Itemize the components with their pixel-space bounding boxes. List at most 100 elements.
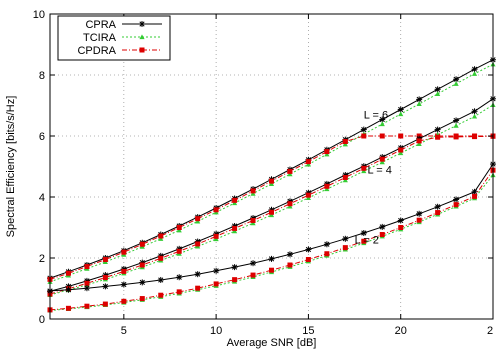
data-point-square	[435, 134, 441, 140]
data-point-square	[305, 257, 311, 263]
data-point-star	[194, 271, 201, 278]
data-point-square	[65, 305, 71, 311]
star-stroke	[471, 189, 478, 195]
data-point-square	[305, 159, 311, 165]
legend-box	[57, 15, 171, 61]
data-point-square	[416, 138, 422, 144]
star-stroke	[102, 283, 108, 289]
data-point-square	[416, 217, 422, 223]
data-point-square	[139, 241, 145, 247]
data-point-square	[232, 277, 238, 283]
y-tick-label: 4	[39, 192, 45, 204]
data-point-square	[250, 272, 256, 278]
data-point-triangle	[139, 34, 145, 40]
star-stroke	[121, 281, 127, 288]
data-point-square	[213, 281, 219, 287]
series-cpdra-l-4	[47, 133, 496, 297]
data-point-square	[158, 255, 164, 261]
star-stroke	[379, 224, 385, 230]
data-point-star	[453, 117, 460, 124]
data-point-square	[158, 233, 164, 239]
data-point-square	[195, 216, 201, 222]
data-point-star	[83, 285, 90, 292]
data-point-square	[398, 147, 404, 153]
data-point-square	[342, 245, 348, 251]
data-point-square	[379, 232, 385, 238]
data-point-square	[195, 285, 201, 291]
data-point-star	[139, 21, 145, 27]
star-stroke	[139, 279, 145, 286]
data-point-square	[84, 264, 90, 270]
data-point-square	[361, 165, 367, 171]
x-tick-label: 2	[487, 325, 493, 337]
data-point-square	[139, 296, 145, 302]
data-point-triangle	[416, 101, 422, 107]
data-point-square	[269, 178, 274, 184]
y-tick-label: 6	[39, 131, 45, 143]
annotation-label: L = 6	[364, 110, 388, 122]
data-point-star	[434, 203, 441, 210]
data-point-triangle	[453, 81, 459, 86]
star-stroke	[453, 76, 459, 82]
star-stroke	[305, 246, 312, 253]
star-stroke	[250, 260, 256, 266]
data-point-star	[65, 286, 72, 293]
data-point-square	[287, 262, 293, 268]
axes	[49, 13, 494, 320]
data-point-triangle	[471, 71, 478, 76]
data-point-triangle	[379, 121, 385, 127]
series-layer	[47, 56, 496, 313]
y-tick-label: 2	[39, 253, 45, 265]
data-point-triangle	[416, 141, 422, 147]
x-tick-label: 5	[121, 325, 127, 337]
data-point-square	[195, 241, 201, 247]
data-point-star	[231, 264, 238, 271]
data-point-square	[324, 183, 330, 189]
star-stroke	[453, 196, 459, 203]
data-point-square	[139, 262, 145, 268]
star-stroke	[324, 241, 330, 247]
data-point-triangle	[471, 113, 478, 119]
x-tick-label: 10	[210, 325, 222, 337]
legend-label: CPRA	[85, 19, 116, 31]
data-point-star	[416, 210, 423, 217]
star-stroke	[435, 86, 441, 92]
data-point-square	[324, 251, 330, 257]
star-stroke	[231, 264, 238, 270]
data-point-square	[250, 217, 256, 223]
data-point-square	[287, 168, 293, 174]
y-axis-title: Spectral Efficiency [bits/s/Hz]	[5, 96, 17, 238]
data-point-square	[176, 225, 182, 230]
data-point-star	[379, 223, 386, 230]
data-point-square	[342, 138, 348, 144]
data-point-square	[342, 174, 348, 180]
star-stroke	[361, 126, 367, 133]
x-axis-title: Average SNR [dB]	[227, 337, 317, 349]
star-stroke	[416, 96, 422, 103]
legend-label: CPDRA	[77, 45, 116, 57]
data-point-star	[268, 255, 275, 262]
data-point-star	[286, 251, 293, 258]
data-point-star	[397, 217, 404, 224]
data-point-square	[398, 225, 404, 230]
star-stroke	[268, 256, 275, 262]
star-stroke	[287, 251, 293, 257]
annotation-label: L = 4	[367, 165, 391, 177]
data-point-triangle	[379, 159, 385, 165]
data-point-square	[102, 257, 108, 263]
star-stroke	[416, 211, 422, 217]
data-point-square	[232, 225, 238, 231]
data-point-star	[342, 235, 349, 242]
data-point-square	[102, 301, 108, 307]
data-point-square	[361, 133, 367, 139]
data-point-square	[287, 201, 293, 207]
data-point-star	[453, 196, 460, 203]
data-point-star	[323, 241, 330, 248]
data-point-square	[213, 233, 219, 239]
data-point-square	[324, 149, 330, 155]
data-point-square	[379, 133, 385, 139]
series-cpra-l-2	[47, 161, 496, 294]
